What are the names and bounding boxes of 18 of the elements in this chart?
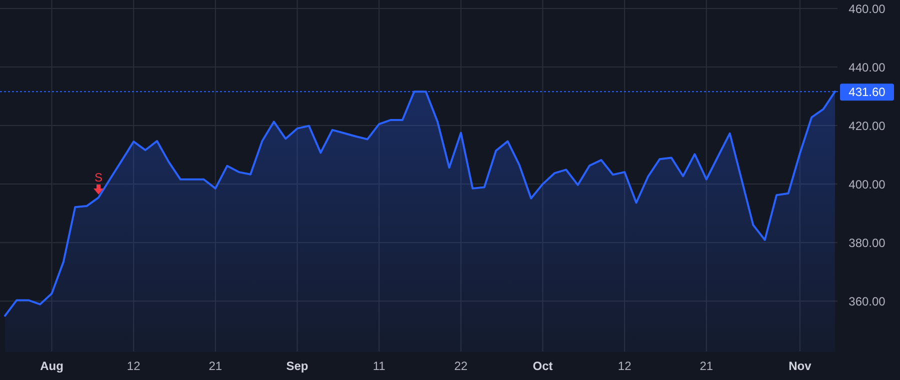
x-tick-label: Oct (532, 359, 553, 373)
x-tick-label: 12 (126, 359, 141, 373)
y-tick-label: 440.00 (848, 60, 886, 75)
x-tick-label: Aug (40, 359, 64, 373)
x-tick-label: Sep (286, 359, 308, 373)
y-tick-label: 360.00 (848, 294, 886, 309)
ref-line-label: 431.60 (848, 85, 886, 100)
y-tick-label: 420.00 (848, 119, 886, 134)
y-tick-label: 380.00 (848, 236, 886, 250)
x-tick-label: Nov (788, 359, 812, 373)
x-tick-label: 22 (454, 359, 468, 373)
x-tick-label: 21 (208, 359, 222, 373)
x-tick-label: 21 (700, 359, 714, 373)
y-tick-label: 460.00 (848, 2, 886, 16)
annotation: S (94, 170, 103, 185)
y-tick-label: 400.00 (848, 178, 886, 192)
x-tick-label: 12 (618, 359, 632, 373)
x-tick-label: 11 (372, 359, 386, 373)
